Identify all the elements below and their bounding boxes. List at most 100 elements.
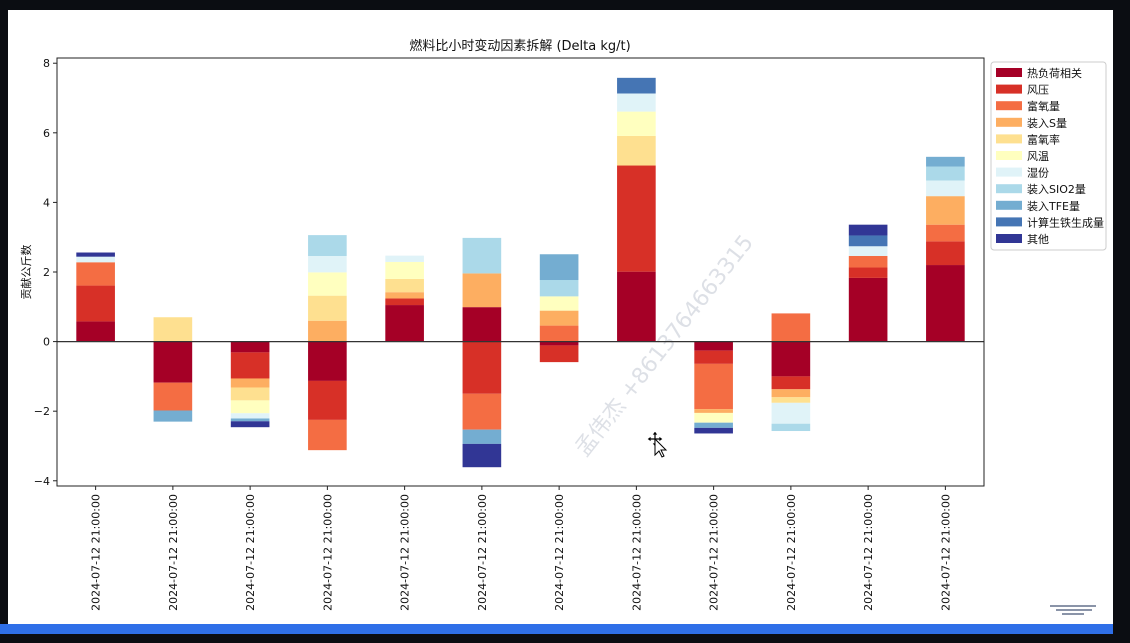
bar-segment-7-9 [771,423,811,432]
bar-segment-1-4 [385,298,424,306]
bar-segment-0-11 [926,265,965,342]
bar-segment-1-5 [462,341,502,394]
bar-segment-9-7 [617,77,656,94]
bar-segment-2-1 [153,382,193,411]
x-tick-label: 2024-07-12 21:00:00 [476,494,489,611]
bar-segment-5-6 [539,296,579,311]
y-tick-label: −2 [34,405,50,418]
bar-segment-9-10 [848,235,888,247]
bar-segment-10-8 [694,427,733,434]
x-tick-label: 2024-07-12 21:00:00 [553,494,566,611]
logo-icon [1050,605,1096,615]
y-ticks: −4 −2 0 2 4 6 8 [34,57,57,488]
bar-segment-6-4 [385,255,424,262]
bar-segment-2-5 [462,393,502,430]
bar-segment-0-9 [771,341,811,377]
bar-segment-8-1 [153,410,193,422]
bar-segment-1-8 [694,350,733,364]
bar-segment-10-2 [230,421,270,428]
legend: 热负荷相关风压富氧量装入S量富氧率风温湿份装入SIO2量装入TFE量计算生铁生成… [990,61,1107,251]
bar-segment-8-2 [230,418,270,422]
x-ticks: 2024-07-12 21:00:00 2024-07-12 21:00:00 20… [90,486,952,611]
bar-segment-3-4 [385,292,424,299]
legend-label-5: 风温 [1027,150,1049,163]
bar-segment-4-7 [617,135,656,166]
x-tick-label: 2024-07-12 21:00:00 [785,494,798,611]
legend-swatch-10 [996,234,1022,243]
bar-segment-0-3 [308,341,347,381]
bar-segment-2-8 [694,363,733,410]
legend-label-3: 装入S量 [1027,117,1067,130]
y-tick-label: 2 [43,266,50,279]
y-axis-label: 贡献公斤数 [19,245,33,300]
legend-swatch-7 [996,184,1022,194]
legend-label-10: 其他 [1027,233,1049,246]
bar-segment-2-3 [308,419,347,451]
legend-swatch-8 [996,200,1022,210]
bar-segment-3-5 [462,273,502,308]
bar-segment-7-11 [926,166,965,181]
x-tick-label: 2024-07-12 21:00:00 [939,494,952,611]
bar-segment-6-0 [76,256,115,263]
legend-label-9: 计算生铁生成量 [1027,215,1104,229]
bar-segment-0-5 [462,307,502,342]
legend-swatch-5 [996,151,1022,160]
bar-segment-4-2 [230,387,270,401]
x-tick-label: 2024-07-12 21:00:00 [90,494,103,611]
bar-segment-2-11 [926,224,965,242]
bar-segment-8-6 [539,254,579,281]
bar-segment-7-6 [539,280,579,297]
legend-label-0: 热负荷相关 [1027,66,1082,80]
bar-segment-1-0 [76,285,115,322]
legend-swatch-6 [996,167,1022,177]
bar-segment-0-4 [385,305,424,342]
legend-label-8: 装入TFE量 [1027,200,1080,213]
bar-segment-0-1 [153,341,193,383]
bar-segment-1-9 [771,376,811,390]
bar-segment-3-11 [926,196,965,225]
bar-segment-3-3 [308,320,347,342]
bar-segment-6-7 [617,93,656,112]
legend-swatch-1 [996,84,1022,94]
bar-segment-7-3 [308,235,347,256]
bar-segment-2-0 [76,262,115,286]
bar-segment-2-10 [848,255,888,268]
bar-segment-0-10 [848,277,888,342]
bar-segment-2-6 [539,325,579,342]
bar-segment-5-2 [230,400,270,414]
bar-segment-1-6 [539,345,579,363]
bar-segment-10-10 [848,224,888,236]
bar-segment-8-5 [462,429,502,444]
bar-segment-1-11 [926,241,965,266]
bar-segment-0-8 [694,341,733,351]
legend-swatch-2 [996,101,1022,111]
legend-label-4: 富氧率 [1027,132,1060,146]
bar-segment-8-11 [926,156,965,167]
bar-segment-1-10 [848,267,888,278]
move-cursor-icon [646,430,668,458]
bar-segment-6-3 [308,255,347,273]
legend-label-7: 装入SIO2量 [1027,183,1086,196]
legend-swatch-0 [996,68,1022,77]
bar-segment-3-6 [539,310,579,326]
chart-title: 燃料比小时变动因素拆解 (Delta kg/t) [409,38,630,54]
bar-segment-1-3 [308,380,347,420]
bar-segment-10-0 [76,252,115,257]
bar-segment-5-8 [694,412,733,423]
legend-label-2: 富氧量 [1027,99,1060,113]
bar-segment-6-2 [230,413,270,419]
bar-segment-3-8 [694,409,733,413]
bar-segment-1-7 [617,165,656,272]
bar-segment-4-4 [385,278,424,293]
y-tick-label: 6 [43,127,50,140]
x-tick-label: 2024-07-12 21:00:00 [630,494,643,611]
bar-segment-2-9 [771,313,811,342]
bar-segment-4-1 [153,317,193,342]
legend-swatch-3 [996,117,1022,127]
bar-segment-4-9 [771,397,811,403]
x-tick-label: 2024-07-12 21:00:00 [321,494,334,611]
x-tick-label: 2024-07-12 21:00:00 [167,494,180,611]
bar-segment-4-3 [308,295,347,321]
bar-segment-5-3 [308,272,347,296]
